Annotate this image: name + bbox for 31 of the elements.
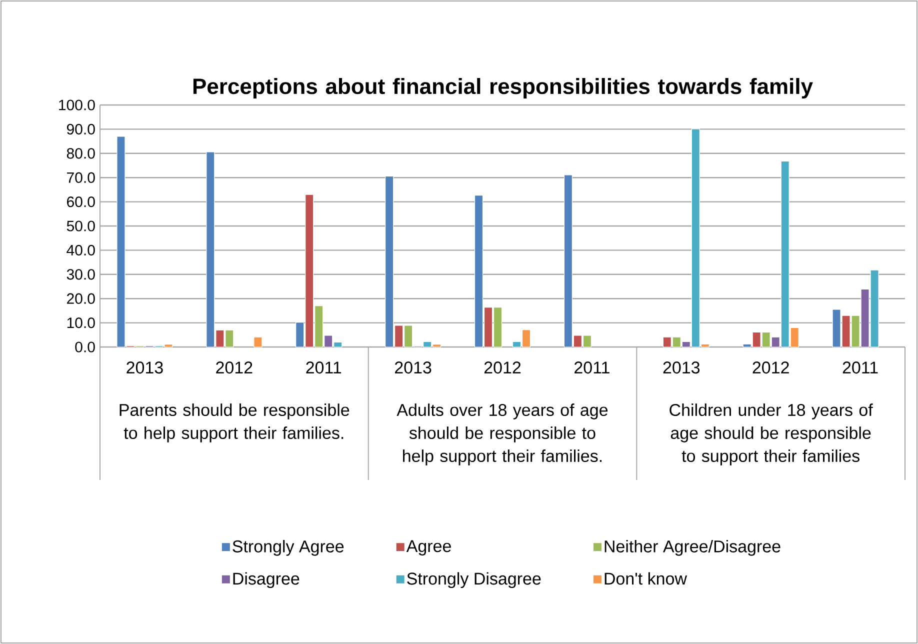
y-tick-label: 80.0	[66, 148, 95, 159]
legend-label: Don't know	[604, 572, 688, 585]
chart-title: Perceptions about financial responsibilities towards family	[193, 78, 813, 98]
bar	[254, 336, 262, 348]
y-tick-label: 60.0	[67, 196, 95, 208]
y-tick-label: 20.0	[67, 293, 95, 304]
text: Adults over 18 years of age should be responsible to help support their families.	[396, 404, 608, 466]
y-tick-label: 40.0	[66, 244, 95, 256]
y-tick-label: 100.0	[59, 100, 95, 110]
legend-label: Strongly Agree	[232, 540, 344, 556]
x-tick-label: 2013	[126, 362, 163, 374]
y-tick-label: 30.0	[66, 269, 95, 280]
text: Children under 18 years of age should be responsible to support their families	[670, 404, 873, 466]
legend-label: Strongly Disagree	[407, 572, 541, 588]
x-tick-label: 2012	[752, 362, 789, 374]
legend-label: Neither Agree/Disagree	[604, 540, 780, 556]
text: Parents should be responsible to help support their families.	[120, 404, 350, 442]
x-tick-label: 2011	[306, 362, 342, 374]
legend-label: Agree	[406, 540, 451, 556]
legend-label: Disagree	[233, 572, 300, 588]
y-tick-label: 0.0	[75, 342, 95, 352]
x-tick-label: 2011	[574, 362, 610, 374]
y-tick-label: 50.0	[66, 220, 95, 232]
x-tick-label: 2013	[395, 362, 432, 374]
y-tick-label: 90.0	[66, 124, 95, 135]
x-tick-label: 2011	[842, 362, 878, 374]
x-tick-label: 2012	[484, 362, 521, 374]
x-tick-label: 2012	[216, 362, 252, 374]
x-tick-label: 2013	[663, 362, 700, 374]
y-tick-label: 70.0	[67, 172, 95, 183]
y-tick-label: 10.0	[67, 318, 95, 328]
